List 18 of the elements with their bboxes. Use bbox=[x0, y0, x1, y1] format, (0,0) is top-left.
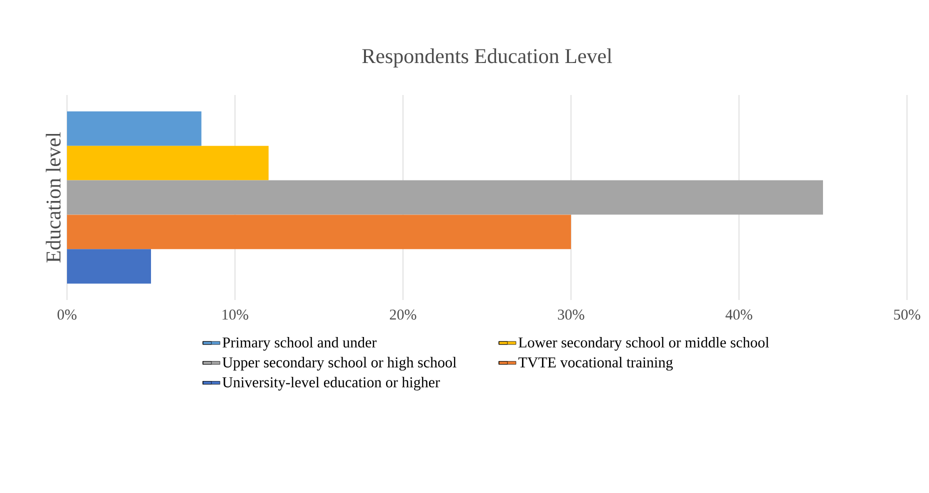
legend-label: Primary school and under bbox=[222, 337, 377, 351]
y-axis-title: Education level bbox=[46, 132, 61, 262]
legend-label: Lower secondary school or middle school bbox=[518, 337, 770, 351]
legend-label: TVTE vocational training bbox=[518, 356, 673, 371]
x-tick-label: 40% bbox=[726, 310, 752, 320]
x-tick-label: 30% bbox=[558, 310, 584, 320]
legend-label: Upper secondary school or high school bbox=[222, 356, 456, 371]
chart-title: Respondents Education Level bbox=[362, 48, 612, 68]
x-tick-label: 50% bbox=[894, 310, 920, 320]
x-tick-label: 20% bbox=[390, 310, 416, 320]
bar bbox=[67, 214, 572, 250]
bar bbox=[67, 111, 202, 146]
x-tick-label: 10% bbox=[222, 310, 248, 320]
bar bbox=[67, 249, 151, 284]
bar bbox=[67, 180, 824, 215]
bar bbox=[67, 146, 269, 180]
x-tick-label: 0% bbox=[58, 310, 76, 320]
legend-label: University-level education or higher bbox=[222, 376, 440, 390]
